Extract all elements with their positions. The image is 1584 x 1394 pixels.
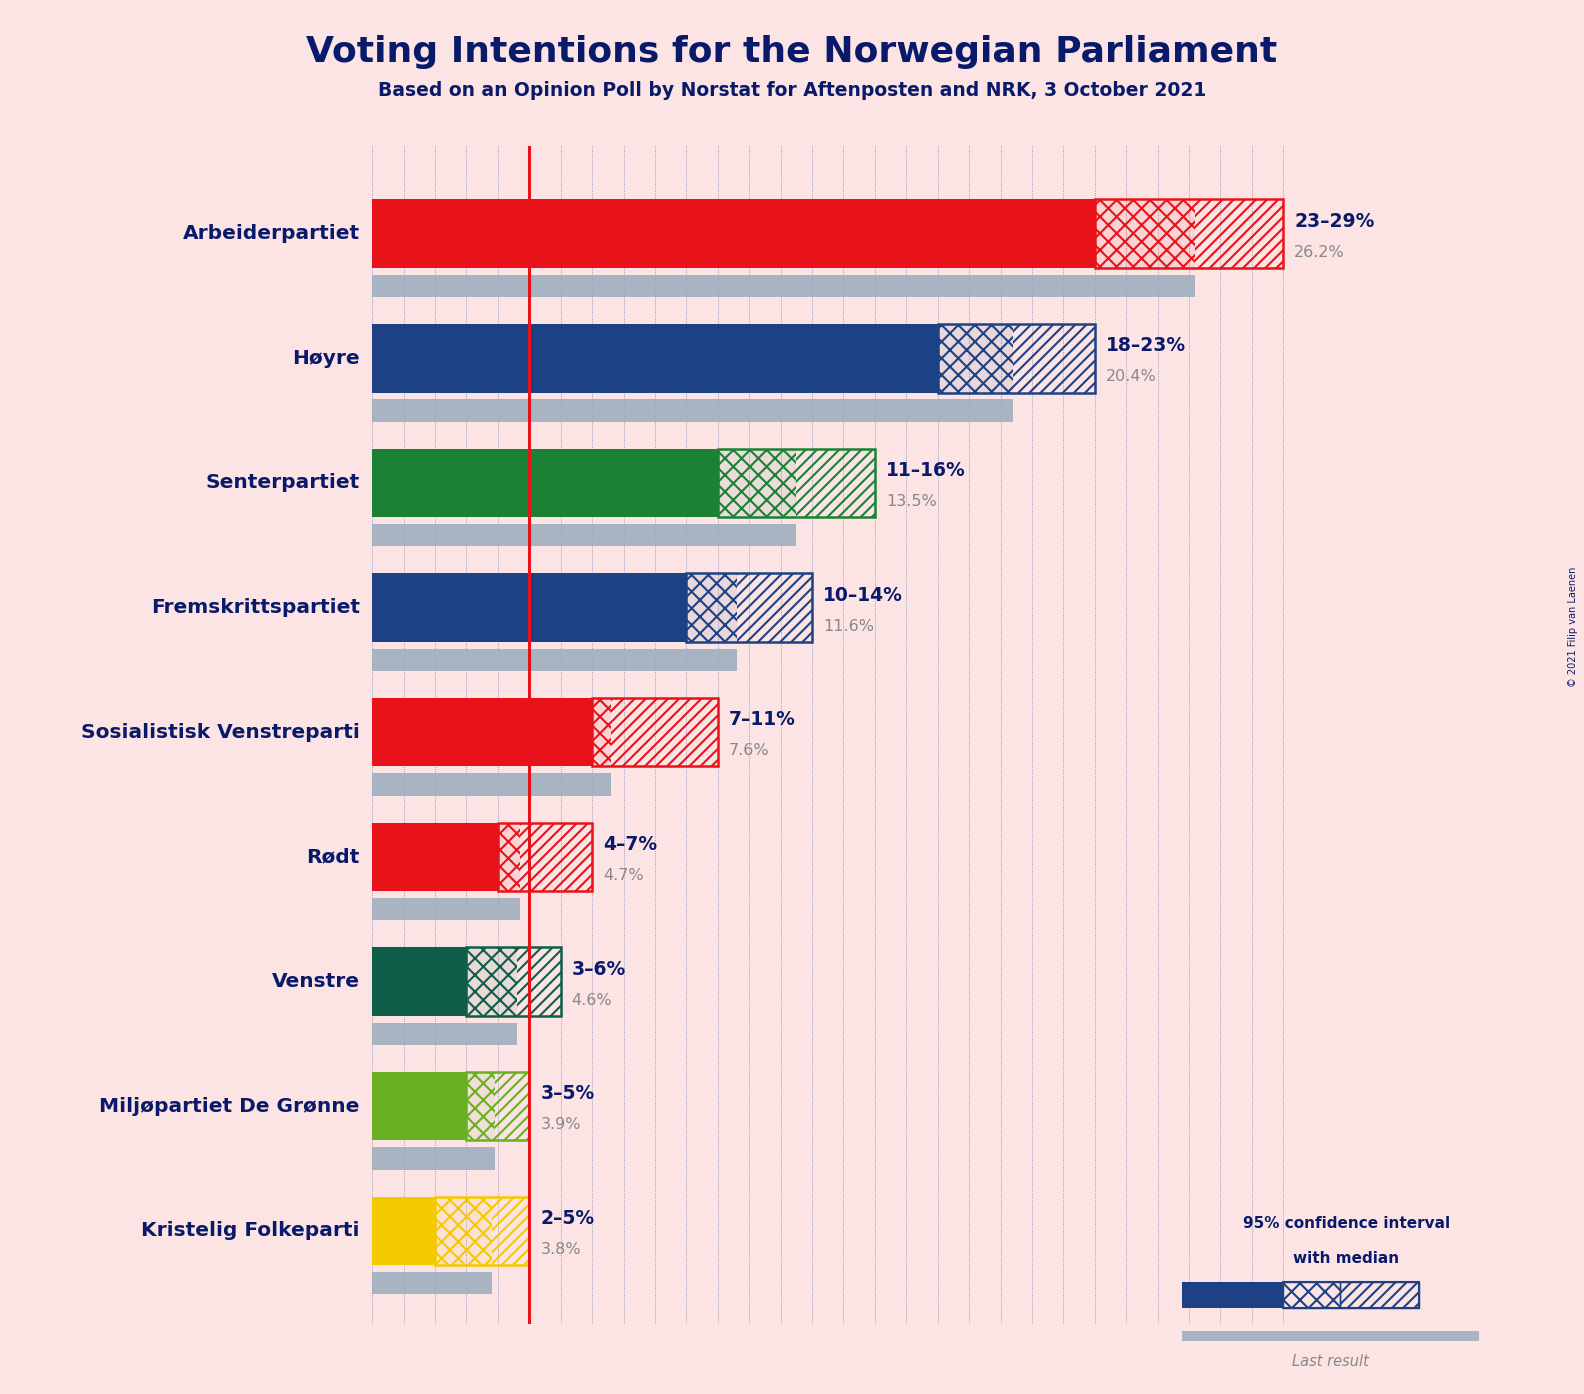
Text: 3.9%: 3.9%	[540, 1118, 581, 1132]
Bar	[372, 898, 520, 920]
Text: Last result: Last result	[1293, 1354, 1369, 1369]
Text: 11.6%: 11.6%	[824, 619, 874, 634]
Bar	[1182, 1281, 1283, 1308]
Text: 3–5%: 3–5%	[540, 1085, 594, 1103]
Text: Høyre: Høyre	[291, 348, 360, 368]
Bar	[592, 698, 611, 767]
Text: 7.6%: 7.6%	[729, 743, 770, 758]
Text: 4–7%: 4–7%	[604, 835, 657, 855]
Text: 20.4%: 20.4%	[1106, 369, 1156, 385]
Bar	[938, 323, 1095, 393]
Bar	[1095, 199, 1196, 268]
Bar	[372, 449, 718, 517]
Text: © 2021 Filip van Laenen: © 2021 Filip van Laenen	[1568, 567, 1578, 687]
Bar	[938, 323, 1014, 393]
Bar	[436, 1196, 491, 1266]
Text: 23–29%: 23–29%	[1294, 212, 1375, 230]
Bar	[372, 275, 1196, 297]
Text: Kristelig Folkeparti: Kristelig Folkeparti	[141, 1221, 360, 1241]
Bar	[436, 1196, 529, 1266]
Bar	[466, 948, 516, 1016]
Bar	[1095, 199, 1196, 268]
Bar	[611, 698, 718, 767]
Bar	[372, 1147, 494, 1170]
Bar	[372, 524, 797, 546]
Text: 4.6%: 4.6%	[572, 993, 613, 1008]
Bar	[516, 948, 561, 1016]
Text: 95% confidence interval: 95% confidence interval	[1243, 1216, 1449, 1231]
Bar	[592, 698, 718, 767]
Bar	[372, 400, 1014, 422]
Bar	[372, 698, 592, 767]
Bar	[1283, 1281, 1419, 1308]
Text: Sosialistisk Venstreparti: Sosialistisk Venstreparti	[81, 722, 360, 742]
Bar	[497, 822, 520, 891]
Bar	[372, 1196, 436, 1266]
Text: Arbeiderpartiet: Arbeiderpartiet	[182, 224, 360, 243]
Bar	[466, 948, 561, 1016]
Bar	[372, 199, 1095, 268]
Text: with median: with median	[1294, 1250, 1399, 1266]
Text: Voting Intentions for the Norwegian Parliament: Voting Intentions for the Norwegian Parl…	[306, 35, 1278, 68]
Bar	[592, 698, 611, 767]
Bar	[372, 948, 466, 1016]
Text: 7–11%: 7–11%	[729, 711, 795, 729]
Text: 3.8%: 3.8%	[540, 1242, 581, 1257]
Bar	[372, 573, 686, 641]
Bar	[466, 1072, 529, 1140]
Bar	[1196, 199, 1283, 268]
Bar	[797, 449, 874, 517]
Bar	[372, 822, 497, 891]
Text: 11–16%: 11–16%	[885, 461, 966, 480]
Bar	[1340, 1281, 1419, 1308]
Bar	[718, 449, 874, 517]
Text: Senterpartiet: Senterpartiet	[206, 474, 360, 492]
Bar	[466, 1072, 494, 1140]
Bar	[1182, 1331, 1479, 1341]
Bar	[372, 1271, 491, 1295]
Bar	[497, 822, 520, 891]
Bar	[466, 948, 516, 1016]
Bar	[718, 449, 797, 517]
Bar	[686, 573, 737, 641]
Bar	[372, 323, 938, 393]
Bar	[938, 323, 1014, 393]
Bar	[494, 1072, 529, 1140]
Bar	[1283, 1281, 1340, 1308]
Text: Venstre: Venstre	[272, 972, 360, 991]
Text: 4.7%: 4.7%	[604, 868, 643, 882]
Text: Fremskrittspartiet: Fremskrittspartiet	[150, 598, 360, 618]
Text: 10–14%: 10–14%	[824, 585, 903, 605]
Bar	[1095, 199, 1283, 268]
Bar	[686, 573, 737, 641]
Text: Miljøpartiet De Grønne: Miljøpartiet De Grønne	[100, 1097, 360, 1115]
Text: Based on an Opinion Poll by Norstat for Aftenposten and NRK, 3 October 2021: Based on an Opinion Poll by Norstat for …	[379, 81, 1205, 100]
Text: 26.2%: 26.2%	[1294, 245, 1345, 259]
Bar	[372, 648, 737, 671]
Bar	[466, 1072, 494, 1140]
Text: 3–6%: 3–6%	[572, 959, 626, 979]
Text: 13.5%: 13.5%	[885, 493, 936, 509]
Bar	[520, 822, 592, 891]
Bar	[1014, 323, 1095, 393]
Bar	[372, 1072, 466, 1140]
Text: Rødt: Rødt	[306, 848, 360, 866]
Bar	[737, 573, 813, 641]
Bar	[497, 822, 592, 891]
Bar	[718, 449, 797, 517]
Text: 18–23%: 18–23%	[1106, 336, 1186, 355]
Bar	[686, 573, 813, 641]
Text: 2–5%: 2–5%	[540, 1209, 594, 1228]
Bar	[436, 1196, 491, 1266]
Bar	[372, 1023, 516, 1046]
Bar	[372, 774, 611, 796]
Bar	[491, 1196, 529, 1266]
